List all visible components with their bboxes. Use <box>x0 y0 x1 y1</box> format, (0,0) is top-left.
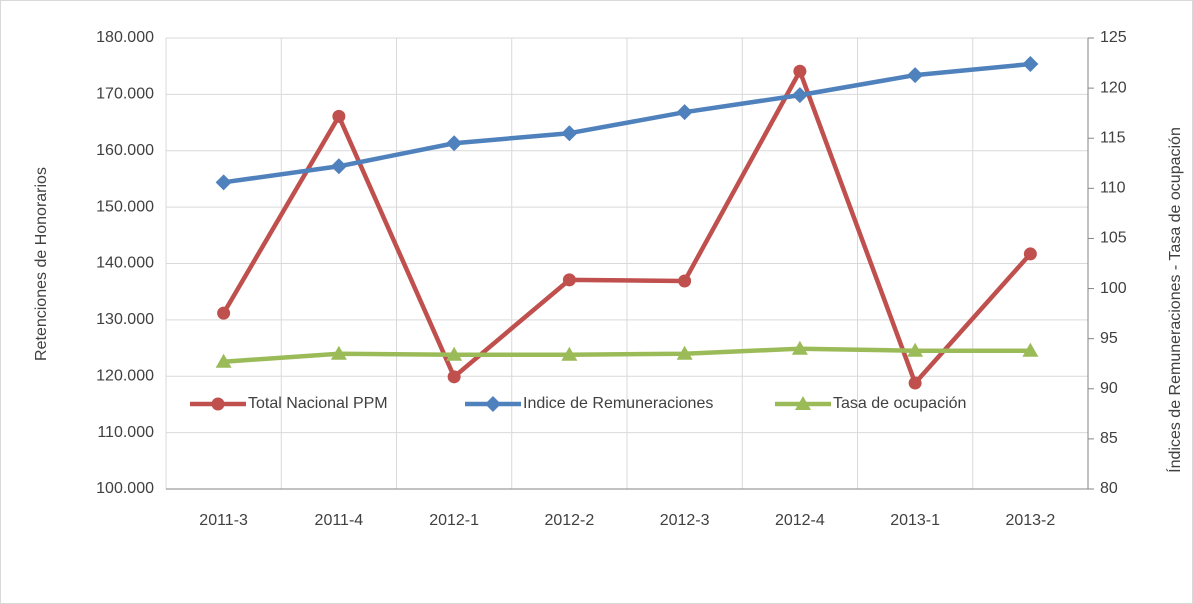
y2-axis-label: Índices de Remuneraciones - Tasa de ocup… <box>1165 127 1184 473</box>
y-axis-label: Retenciones de Honorarios <box>33 167 50 361</box>
x-tick-label: 2012-4 <box>775 512 825 529</box>
series-marker <box>1022 56 1039 73</box>
x-tick-label: 2012-3 <box>660 512 710 529</box>
legend-marker <box>795 396 811 410</box>
x-tick-label: 2013-2 <box>1005 512 1055 529</box>
x-tick-label: 2012-2 <box>544 512 594 529</box>
series-marker <box>678 274 692 288</box>
series-marker <box>1023 247 1037 261</box>
series-line <box>223 346 1031 364</box>
y-tick-label: 120.000 <box>96 367 154 384</box>
series-marker <box>215 174 232 191</box>
series-marker <box>562 273 576 287</box>
x-tick-label: 2012-1 <box>429 512 479 529</box>
series-line <box>221 69 1033 386</box>
y2-tick-label: 105 <box>1100 230 1127 247</box>
y-tick-label: 170.000 <box>96 86 154 103</box>
series-marker <box>908 376 922 390</box>
series-marker <box>791 87 808 104</box>
series-line <box>223 61 1031 185</box>
y2-tick-label: 80 <box>1100 480 1118 497</box>
series-marker <box>907 67 924 84</box>
y-tick-label: 130.000 <box>96 311 154 328</box>
legend-marker <box>211 397 225 411</box>
y2-tick-label: 110 <box>1100 180 1126 197</box>
series-marker <box>561 125 578 142</box>
x-tick-label: 2011-3 <box>199 512 248 529</box>
y-tick-label: 180.000 <box>96 29 154 46</box>
series-marker <box>330 345 347 360</box>
y2-tick-label: 90 <box>1100 380 1118 397</box>
legend-label: Indice de Remuneraciones <box>523 395 713 412</box>
y-tick-label: 150.000 <box>96 198 154 215</box>
series-marker <box>446 346 463 361</box>
series-marker <box>1022 342 1039 357</box>
x-tick-label: 2013-1 <box>890 512 940 529</box>
series-marker <box>446 135 463 152</box>
series-marker <box>676 104 693 121</box>
y2-tick-label: 115 <box>1100 129 1126 146</box>
series-marker <box>907 342 924 357</box>
legend-label: Tasa de ocupación <box>833 395 966 412</box>
y-tick-label: 160.000 <box>96 142 154 159</box>
series-marker <box>676 345 693 360</box>
legend-marker <box>485 396 501 412</box>
series-marker <box>217 306 231 320</box>
series-marker <box>793 64 807 78</box>
y-tick-label: 100.000 <box>96 480 154 497</box>
y2-tick-label: 120 <box>1100 79 1127 96</box>
x-tick-label: 2011-4 <box>315 512 364 529</box>
series-marker <box>330 158 347 175</box>
legend-label: Total Nacional PPM <box>248 395 388 412</box>
y-tick-label: 140.000 <box>96 255 154 272</box>
series-marker <box>215 353 232 368</box>
series-marker <box>447 370 461 384</box>
y2-tick-label: 100 <box>1100 280 1127 297</box>
series-marker <box>561 346 578 361</box>
y-tick-label: 110.000 <box>97 424 154 441</box>
y2-tick-label: 95 <box>1100 330 1118 347</box>
y2-tick-label: 85 <box>1100 430 1118 447</box>
series-marker <box>791 340 808 355</box>
y2-tick-label: 125 <box>1100 29 1127 46</box>
series-marker <box>332 109 346 123</box>
